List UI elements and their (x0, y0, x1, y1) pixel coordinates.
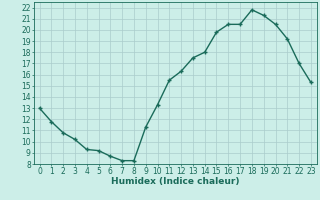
X-axis label: Humidex (Indice chaleur): Humidex (Indice chaleur) (111, 177, 239, 186)
